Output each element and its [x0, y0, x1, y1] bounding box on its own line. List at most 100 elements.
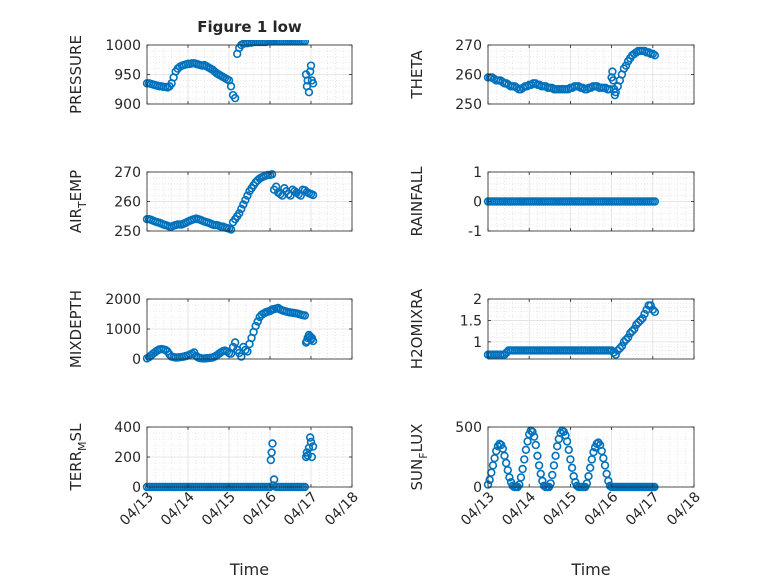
data-point	[531, 440, 540, 450]
tick-marks	[487, 44, 695, 105]
data-point	[548, 470, 557, 480]
data-point	[534, 461, 544, 470]
data-point	[611, 350, 620, 359]
data-point	[646, 301, 655, 310]
y-tick-label: 1.5	[460, 313, 482, 329]
data-point	[562, 437, 572, 446]
data-point	[634, 318, 643, 327]
data-point	[267, 448, 276, 457]
data-point	[500, 350, 509, 359]
data-point	[300, 311, 310, 320]
data-point	[243, 191, 252, 200]
x-axis-label-right: Time	[570, 560, 610, 579]
axes-box	[487, 426, 695, 488]
data-point	[306, 61, 316, 70]
y-tick-label: 2000	[105, 292, 141, 308]
y-axis-label: PRESSURE	[67, 35, 85, 114]
y-tick-label: 1000	[105, 322, 141, 338]
data-series	[483, 197, 660, 206]
data-point	[623, 333, 633, 342]
data-point	[306, 437, 316, 447]
data-point	[584, 472, 593, 481]
data-point	[617, 341, 627, 351]
data-point	[518, 464, 527, 474]
data-point	[650, 197, 660, 206]
y-tick-label: 0	[473, 195, 482, 211]
y-axis-label: SUNFLUX	[408, 424, 430, 491]
data-point	[308, 442, 318, 451]
data-point	[551, 451, 560, 460]
data-point	[267, 170, 277, 179]
subplot-theta: 250 260 270 THETA	[408, 38, 695, 113]
data-point	[627, 326, 637, 336]
data-point	[621, 61, 631, 70]
data-point	[230, 338, 240, 347]
data-point	[638, 314, 647, 323]
y-axis-label: TERRMSL	[67, 423, 89, 492]
data-point	[600, 461, 610, 470]
data-point	[230, 93, 240, 103]
data-point	[567, 463, 577, 472]
data-point	[308, 79, 318, 88]
data-series	[483, 46, 660, 100]
data-point	[253, 317, 262, 326]
data-point	[303, 451, 312, 460]
data-point	[269, 475, 279, 484]
data-point	[529, 432, 539, 441]
data-point	[564, 445, 573, 454]
data-point	[226, 82, 236, 91]
y-tick-label: 0	[132, 352, 141, 368]
data-point	[566, 455, 575, 464]
y-tick-label: 200	[114, 450, 141, 466]
y-axis-label: MIXDEPTH	[67, 290, 85, 368]
y-axis-label: H2OMIXRA	[408, 288, 426, 369]
y-tick-label: 250	[455, 97, 482, 113]
data-point	[307, 452, 317, 462]
tick-marks	[146, 426, 353, 488]
y-tick-label: 260	[455, 68, 482, 84]
data-point	[521, 445, 531, 454]
tick-marks	[146, 171, 353, 232]
subplot-mixdepth: 0 1000 2000 MIXDEPTH	[67, 290, 353, 368]
y-tick-label: -1	[468, 224, 482, 240]
data-point	[243, 347, 252, 356]
y-tick-label: 260	[114, 195, 141, 211]
data-point	[632, 320, 641, 329]
data-point	[609, 348, 618, 357]
data-point	[268, 439, 277, 448]
data-point	[237, 204, 246, 214]
data-point	[237, 352, 246, 361]
data-point	[608, 67, 617, 76]
data-series	[142, 170, 318, 234]
y-tick-label: 1	[473, 335, 482, 351]
data-point	[304, 87, 314, 97]
data-point	[650, 51, 660, 60]
data-point	[613, 346, 622, 355]
y-tick-label: 270	[114, 165, 141, 181]
y-tick-label: 2	[473, 292, 482, 308]
data-point	[520, 455, 529, 464]
data-point	[585, 463, 595, 472]
data-point	[650, 307, 660, 317]
figure-title: Figure 1 low	[197, 18, 302, 36]
data-point	[619, 337, 629, 347]
y-axis-label: RAINFALL	[408, 166, 426, 237]
data-point	[305, 433, 315, 442]
y-axis-label: THETA	[408, 50, 426, 100]
data-point	[636, 316, 645, 325]
tick-marks	[146, 44, 353, 105]
subplot-rainfall: -1 0 1 RAINFALL	[408, 165, 695, 240]
data-point	[239, 200, 248, 209]
tick-marks	[146, 298, 353, 360]
data-point	[516, 473, 526, 482]
axes-box	[487, 298, 695, 360]
y-tick-label: 0	[473, 480, 482, 496]
y-tick-label: 900	[114, 97, 141, 113]
data-point	[226, 225, 236, 234]
data-point	[305, 67, 315, 76]
data-point	[640, 309, 649, 319]
y-tick-label: 250	[114, 224, 141, 240]
y-tick-label: 270	[455, 38, 482, 54]
y-tick-label: 950	[114, 68, 141, 84]
